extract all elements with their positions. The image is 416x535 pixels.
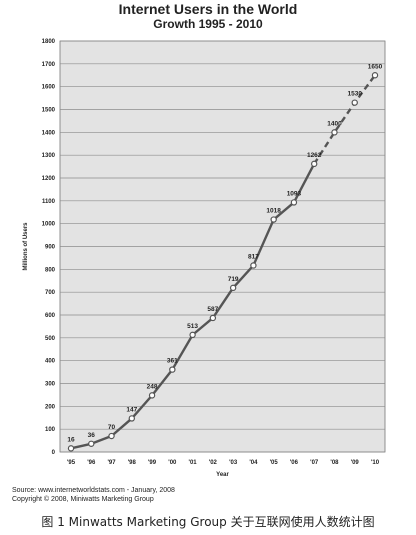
x-axis-label: Year — [216, 472, 229, 478]
data-label: 817 — [248, 253, 259, 260]
x-tick-label: '02 — [209, 460, 218, 466]
data-label: 1093 — [287, 190, 302, 197]
y-tick-label: 100 — [45, 427, 56, 433]
data-point — [311, 160, 318, 168]
data-point — [148, 392, 156, 399]
copyright-line: Copyright © 2008, Miniwatts Marketing Gr… — [12, 496, 154, 503]
x-tick-label: '95 — [67, 460, 76, 466]
y-tick-label: 1500 — [42, 108, 56, 114]
x-tick-label: '05 — [270, 460, 279, 466]
figure-caption: 图 1 Minwatts Marketing Group 关于互联网使用人数统计… — [41, 515, 375, 529]
source-note: Source: www.internetworldstats.com - Jan… — [12, 486, 175, 504]
series-points — [67, 72, 379, 452]
data-label: 36 — [88, 432, 96, 439]
data-point — [331, 129, 338, 136]
chart-title: Internet Users in the World — [118, 1, 298, 17]
data-label: 587 — [207, 306, 218, 313]
y-tick-label: 500 — [45, 336, 56, 342]
data-point — [169, 366, 176, 373]
x-tick-label: '09 — [351, 460, 360, 466]
data-label: 147 — [126, 406, 137, 413]
data-point — [67, 445, 75, 452]
source-line: Source: www.internetworldstats.com - Jan… — [12, 487, 175, 494]
y-tick-label: 600 — [45, 313, 56, 319]
data-point — [88, 440, 95, 447]
x-tick-label: '98 — [128, 460, 137, 466]
y-tick-label: 1800 — [42, 39, 56, 45]
x-tick-label: '00 — [168, 460, 177, 466]
data-point — [108, 432, 115, 440]
y-axis-label: Millions of Users — [23, 222, 29, 271]
line-chart: 0 100 200 300 400 500 600 700 800 900 1000 1100 1200… — [23, 39, 386, 478]
x-tick-label: '01 — [189, 460, 198, 466]
gridlines — [60, 40, 385, 453]
y-tick-label: 800 — [45, 267, 56, 273]
x-tick-label: '06 — [290, 460, 299, 466]
y-tick-label: 1700 — [42, 62, 56, 68]
y-tick-label: 1400 — [42, 130, 56, 136]
x-tick-label: '07 — [310, 460, 319, 466]
data-point — [270, 216, 277, 223]
data-label: 1650 — [368, 63, 383, 70]
y-axis-ticks: 0 100 200 300 400 500 600 700 800 900 1000 1100 1200… — [42, 39, 56, 456]
y-tick-label: 1200 — [42, 176, 56, 182]
data-label: 248 — [147, 383, 158, 390]
data-point — [290, 199, 298, 206]
x-tick-label: '08 — [330, 460, 339, 466]
y-tick-label: 900 — [45, 245, 56, 251]
series-line-projected — [313, 74, 376, 165]
data-labels: 16 36 70 147 248 361 513 587 719 817 1018 1093 1262 1… — [67, 63, 382, 443]
x-tick-label: '96 — [87, 460, 96, 466]
y-tick-label: 200 — [45, 404, 56, 410]
data-label: 1400 — [327, 120, 342, 127]
y-tick-label: 0 — [52, 450, 56, 456]
y-tick-label: 700 — [45, 290, 56, 296]
data-label: 1262 — [307, 152, 322, 159]
y-tick-label: 1100 — [42, 199, 56, 205]
data-label: 16 — [67, 436, 75, 443]
x-tick-label: '97 — [107, 460, 116, 466]
data-point — [128, 415, 135, 422]
x-axis-ticks: '95 '96 '97 '98 '99 '00 '01 '02 '03 '04 '05 '06 '07 '… — [67, 460, 380, 466]
x-tick-label: '99 — [148, 460, 157, 466]
x-tick-label: '10 — [371, 460, 380, 466]
y-tick-label: 1300 — [42, 153, 56, 159]
y-tick-label: 300 — [45, 382, 56, 388]
data-label: 1018 — [266, 208, 281, 215]
y-tick-label: 1600 — [42, 85, 56, 91]
data-point — [189, 331, 196, 339]
data-label: 1530 — [347, 91, 362, 98]
data-label: 513 — [187, 323, 198, 330]
x-tick-label: '04 — [249, 460, 258, 466]
y-tick-label: 400 — [45, 359, 56, 365]
data-label: 361 — [167, 358, 178, 365]
chart-subtitle: Growth 1995 - 2010 — [153, 17, 263, 31]
data-label: 719 — [228, 276, 239, 283]
data-point — [351, 99, 358, 106]
data-label: 70 — [108, 424, 116, 431]
data-point — [371, 72, 379, 79]
x-tick-label: '03 — [229, 460, 238, 466]
y-tick-label: 1000 — [42, 222, 56, 228]
data-point — [229, 284, 237, 292]
data-point — [209, 314, 217, 322]
data-point — [250, 262, 257, 269]
